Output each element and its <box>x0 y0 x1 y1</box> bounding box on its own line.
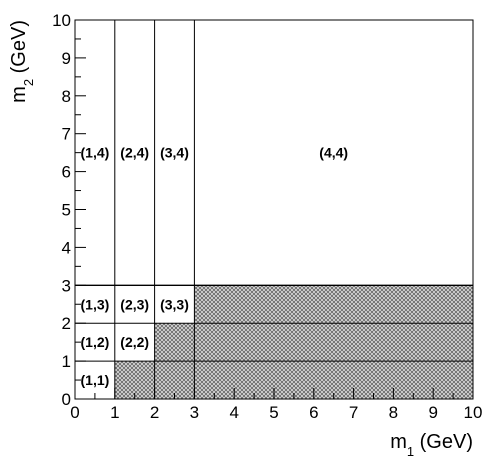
x-tick-label: 2 <box>150 403 159 422</box>
x-tick-label: 8 <box>389 403 398 422</box>
y-axis-label: m2 (GeV) <box>8 20 36 103</box>
y-tick-label: 9 <box>62 49 71 68</box>
x-tick-label: 3 <box>190 403 199 422</box>
region-label: (3,3) <box>160 296 189 312</box>
y-tick-label: 0 <box>62 390 71 409</box>
region-label: (1,3) <box>81 296 110 312</box>
hatched-region-2 <box>154 323 473 362</box>
region-label: (1,4) <box>81 145 110 161</box>
region-label: (3,4) <box>160 145 189 161</box>
x-tick-label: 10 <box>464 403 483 422</box>
region-label: (4,4) <box>319 145 348 161</box>
region-label: (2,4) <box>120 145 149 161</box>
y-tick-label: 2 <box>62 314 71 333</box>
x-tick-label: 7 <box>349 403 358 422</box>
x-tick-label: 4 <box>229 403 238 422</box>
x-tick-label: 5 <box>269 403 278 422</box>
x-tick-label: 9 <box>428 403 437 422</box>
region-label: (2,3) <box>120 296 149 312</box>
y-tick-label: 8 <box>62 87 71 106</box>
x-tick-label: 1 <box>110 403 119 422</box>
x-axis-label: m1 (GeV) <box>390 431 473 459</box>
region-label: (1,1) <box>81 372 110 388</box>
y-tick-label: 4 <box>62 238 71 257</box>
y-tick-label: 6 <box>62 163 71 182</box>
y-tick-label: 7 <box>62 125 71 144</box>
y-tick-label: 10 <box>52 11 71 30</box>
region-label: (2,2) <box>120 334 149 350</box>
region-label: (1,2) <box>81 334 110 350</box>
hatched-region-1 <box>114 361 474 399</box>
x-tick-label: 6 <box>309 403 318 422</box>
y-tick-label: 3 <box>62 276 71 295</box>
hatched-region-3 <box>194 285 473 324</box>
y-tick-label: 1 <box>62 352 71 371</box>
x-tick-label: 0 <box>70 403 79 422</box>
y-tick-label: 5 <box>62 201 71 220</box>
